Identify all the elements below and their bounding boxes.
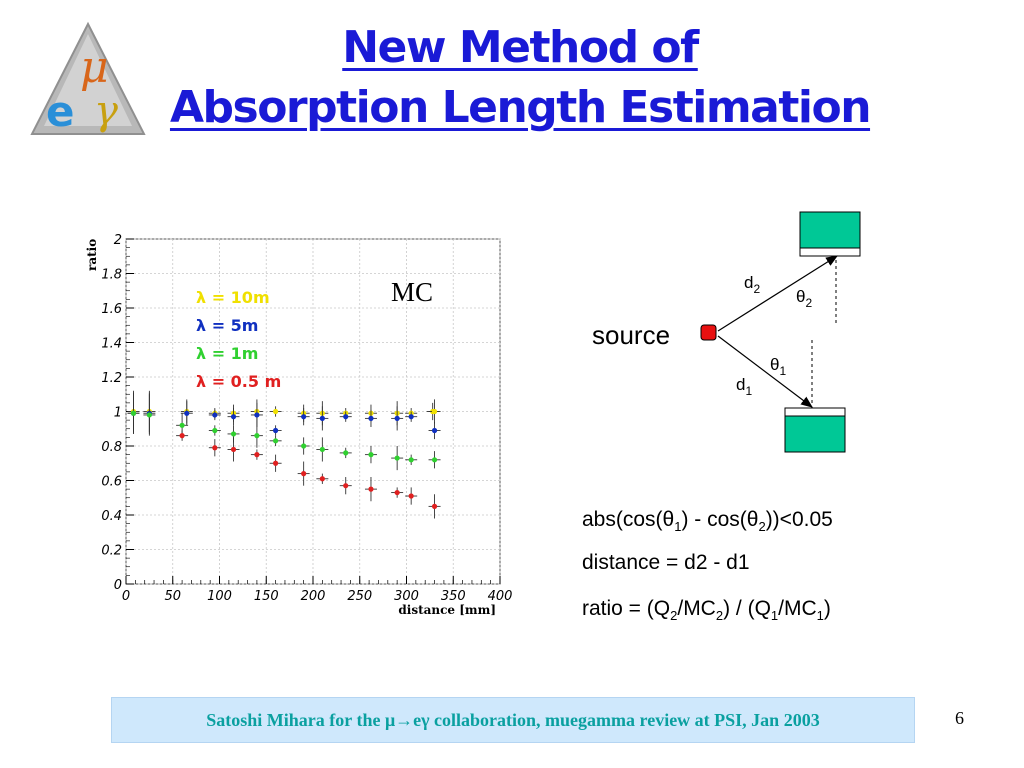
legend-entry: λ = 10m — [196, 288, 270, 307]
data-point — [368, 452, 374, 458]
upper-detector-face — [799, 247, 861, 257]
formula-angle-cut: abs(cos(θ1) - cos(θ2))<0.05 — [582, 508, 833, 535]
data-point — [301, 471, 307, 477]
data-point — [431, 457, 438, 463]
data-point — [273, 460, 279, 466]
data-point — [431, 503, 438, 509]
data-point — [408, 493, 414, 499]
y-tick-label: 0.6 — [101, 475, 122, 490]
data-point — [230, 414, 237, 420]
d2-label: d2 — [744, 273, 760, 296]
title-line-2: Absorption Length Estimation — [169, 82, 872, 133]
data-point — [343, 450, 349, 456]
lower-detector-face — [784, 407, 846, 417]
data-point — [230, 431, 237, 437]
data-point — [368, 415, 374, 421]
footer-banner: Satoshi Mihara for the μ→eγ collaboratio… — [111, 697, 915, 743]
x-tick-label: 200 — [301, 589, 326, 604]
y-tick-label: 1.4 — [101, 337, 122, 352]
x-tick-label: 50 — [164, 589, 181, 604]
chart-marks — [127, 390, 441, 519]
chart-annotation-mc: MC — [391, 277, 433, 307]
mu-e-gamma-logo: μ e γ — [30, 21, 146, 136]
upper-detector-icon — [799, 211, 861, 249]
data-point — [394, 415, 400, 421]
data-point — [179, 433, 185, 439]
data-point — [319, 446, 325, 453]
source-label: source — [592, 320, 670, 350]
formula-ratio: ratio = (Q2/MC2) / (Q1/MC1) — [582, 597, 831, 624]
formula-distance: distance = d2 - d1 — [582, 551, 750, 574]
data-point — [130, 410, 137, 416]
data-point — [254, 412, 260, 418]
x-tick-label: 0 — [122, 589, 130, 604]
data-point — [301, 443, 307, 449]
theta2-label: θ2 — [796, 287, 812, 310]
data-point — [254, 452, 260, 458]
ratio-vs-distance-chart: 0 50 100 150 200 250 300 350 400 0 0.2 0.4 0.6 0.8 1 1.… — [85, 233, 512, 617]
source-icon — [700, 324, 717, 341]
y-tick-label: 0 — [114, 578, 122, 593]
geometry-diagram: source d2 θ2 θ1 d1 — [592, 211, 861, 453]
chart-grid — [125, 238, 501, 585]
data-point — [212, 412, 218, 418]
data-point — [273, 438, 279, 444]
y-tick-label: 2 — [114, 233, 122, 248]
x-tick-label: 350 — [441, 589, 466, 604]
data-point — [146, 412, 152, 418]
logo-e-symbol: e — [46, 87, 75, 136]
title-line-1: New Method of — [342, 22, 699, 73]
chart-ticks: 0 50 100 150 200 250 300 350 400 0 0.2 0.4 0.6 0.8 1 1.… — [101, 233, 512, 604]
data-point — [431, 427, 438, 434]
x-tick-label: 150 — [254, 589, 279, 604]
x-tick-label: 400 — [488, 589, 513, 604]
data-point — [408, 457, 414, 463]
d1-label: d1 — [736, 375, 752, 398]
y-tick-label: 0.2 — [101, 544, 122, 559]
legend-entry: λ = 5m — [196, 316, 258, 335]
legend-entry: λ = 0.5 m — [196, 372, 281, 391]
x-tick-label: 250 — [347, 589, 372, 604]
chart-y-axis-label: ratio — [85, 239, 99, 271]
ray-to-lower-detector — [717, 335, 813, 408]
chart-x-axis-label: distance [mm] — [398, 603, 496, 617]
data-point — [184, 410, 190, 416]
lower-detector-icon — [784, 415, 846, 453]
y-tick-label: 1 — [114, 406, 122, 421]
data-point — [343, 483, 349, 489]
data-point — [254, 433, 260, 439]
y-tick-label: 1.6 — [101, 302, 122, 317]
x-tick-label: 300 — [394, 589, 419, 604]
chart-legend: λ = 10m λ = 5m λ = 1m λ = 0.5 m — [196, 288, 281, 391]
data-point — [368, 486, 374, 492]
data-point — [394, 489, 400, 496]
data-point — [408, 414, 414, 420]
y-tick-label: 0.8 — [101, 440, 122, 455]
data-point — [179, 422, 185, 428]
logo-gamma-symbol: γ — [94, 88, 118, 134]
page-number: 6 — [955, 708, 964, 728]
y-tick-label: 1.8 — [101, 268, 122, 283]
y-tick-label: 0.4 — [101, 509, 122, 524]
x-tick-label: 100 — [207, 589, 232, 604]
logo-mu-symbol: μ — [80, 42, 109, 93]
data-point — [431, 408, 438, 415]
theta1-label: θ1 — [770, 355, 786, 378]
data-point — [301, 414, 307, 420]
y-tick-label: 1.2 — [101, 371, 122, 386]
data-point — [319, 476, 325, 482]
data-point — [273, 427, 279, 434]
data-point — [212, 445, 218, 451]
page-title: New Method of Absorption Length Estimati… — [150, 18, 890, 138]
data-point — [212, 427, 218, 434]
data-point — [273, 408, 279, 415]
data-point — [394, 455, 400, 461]
data-point — [319, 415, 325, 421]
data-point — [230, 446, 237, 453]
legend-entry: λ = 1m — [196, 344, 258, 363]
data-point — [343, 414, 349, 420]
ray-to-upper-detector — [717, 255, 839, 332]
